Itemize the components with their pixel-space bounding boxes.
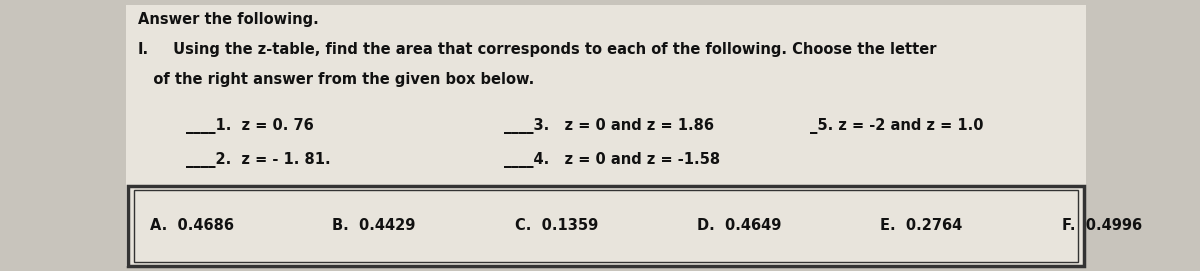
Text: ____1.  z = 0. 76: ____1. z = 0. 76 [186, 118, 313, 134]
Text: F.  0.4996: F. 0.4996 [1062, 218, 1142, 233]
Text: E.  0.2764: E. 0.2764 [880, 218, 962, 233]
Text: C.  0.1359: C. 0.1359 [515, 218, 598, 233]
Text: A.  0.4686: A. 0.4686 [150, 218, 234, 233]
FancyBboxPatch shape [126, 5, 1086, 266]
Text: I.: I. [138, 42, 149, 57]
Bar [128, 186, 1084, 266]
Text: B.  0.4429: B. 0.4429 [332, 218, 415, 233]
Text: ____2.  z = - 1. 81.: ____2. z = - 1. 81. [186, 152, 331, 168]
Text: D.  0.4649: D. 0.4649 [697, 218, 781, 233]
Text: Answer the following.: Answer the following. [138, 12, 319, 27]
Text: Using the z-table, find the area that corresponds to each of the following. Choo: Using the z-table, find the area that co… [168, 42, 936, 57]
Text: ____4.   z = 0 and z = -1.58: ____4. z = 0 and z = -1.58 [504, 152, 720, 168]
Text: _5. z = -2 and z = 1.0: _5. z = -2 and z = 1.0 [810, 118, 984, 134]
Text: ____3.   z = 0 and z = 1.86: ____3. z = 0 and z = 1.86 [504, 118, 714, 134]
Text: of the right answer from the given box below.: of the right answer from the given box b… [138, 72, 534, 87]
Bar [134, 190, 1078, 262]
